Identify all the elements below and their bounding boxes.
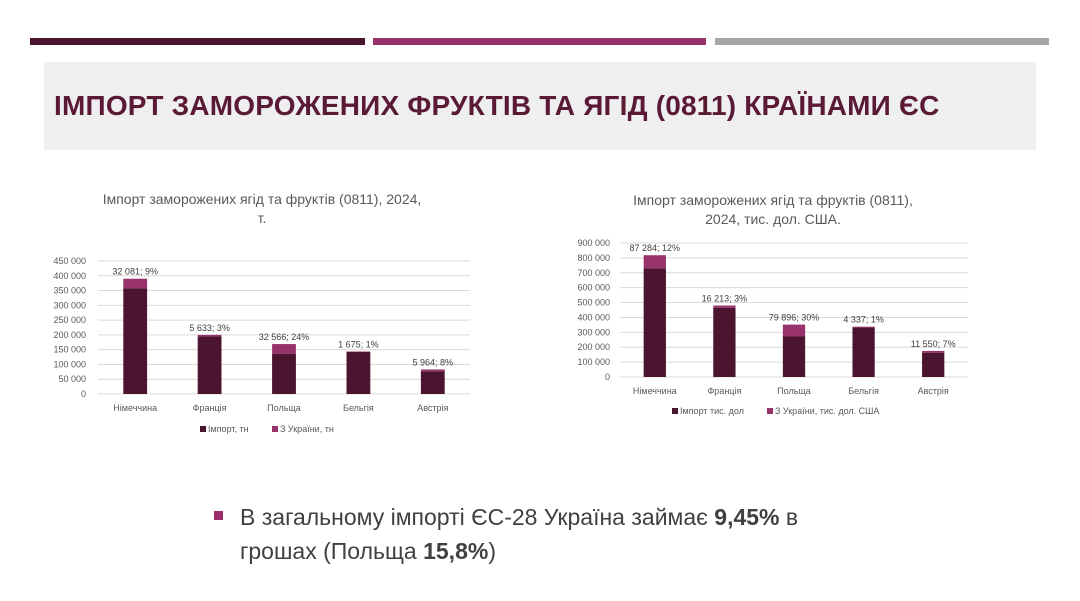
bullet-value-ukraine: 9,45% — [714, 504, 780, 530]
bullet-text-mid: в грошах (Польща — [240, 504, 799, 564]
data-label: 5 964; 8% — [413, 357, 454, 367]
bar-ukraine — [123, 278, 148, 289]
y-tick-label: 0 — [605, 372, 610, 382]
x-tick-label: Франція — [707, 386, 741, 396]
bar-ukraine — [420, 369, 445, 372]
x-tick-label: Франція — [193, 403, 227, 413]
accent-bar-3 — [715, 38, 1049, 45]
bar-import — [643, 268, 666, 377]
bar-import — [782, 336, 806, 377]
bar-ukraine — [782, 324, 806, 337]
chart-title: Імпорт заморожених ягід та фруктів (0811… — [633, 192, 913, 208]
data-label: 32 081; 9% — [112, 267, 158, 277]
x-tick-label: Німеччина — [113, 403, 157, 413]
y-tick-label: 300 000 — [53, 300, 86, 310]
accent-bar-2 — [373, 38, 706, 45]
y-tick-label: 800 000 — [577, 253, 610, 263]
data-label: 32 566; 24% — [259, 332, 310, 342]
bar-import — [852, 327, 875, 377]
x-tick-label: Польща — [267, 403, 301, 413]
bar-import — [420, 371, 445, 394]
y-tick-label: 400 000 — [53, 271, 86, 281]
data-label: 16 213; 3% — [702, 294, 748, 304]
x-tick-label: Бельгія — [343, 403, 374, 413]
legend-label: Імпорт, тн — [208, 424, 249, 434]
legend-swatch — [200, 426, 206, 432]
data-label: 87 284; 12% — [630, 243, 681, 253]
bullet-icon — [214, 511, 223, 520]
bar-import — [197, 336, 222, 394]
bar-import — [123, 288, 148, 394]
bullet-text: В загальному імпорті ЄС-28 Україна займа… — [240, 504, 715, 530]
data-label: 4 337; 1% — [843, 315, 884, 325]
y-tick-label: 50 000 — [58, 374, 86, 384]
legend-swatch — [767, 408, 773, 414]
y-tick-label: 900 000 — [577, 238, 610, 248]
accent-bar-1 — [30, 38, 365, 45]
title-box: ІМПОРТ ЗАМОРОЖЕНИХ ФРУКТІВ ТА ЯГІД (0811… — [44, 62, 1036, 150]
y-tick-label: 500 000 — [577, 298, 610, 308]
y-tick-label: 350 000 — [53, 286, 86, 296]
data-label: 79 896; 30% — [769, 313, 820, 323]
y-tick-label: 200 000 — [577, 342, 610, 352]
bar-ukraine — [272, 344, 296, 354]
bar-import — [713, 307, 736, 377]
legend-label: З України, тн — [280, 424, 334, 434]
y-tick-label: 0 — [81, 389, 86, 399]
y-tick-label: 700 000 — [577, 268, 610, 278]
data-label: 1 675; 1% — [338, 339, 379, 349]
chart-title: 2024, тис. дол. США. — [705, 211, 841, 227]
bar-import — [272, 353, 296, 394]
y-tick-label: 300 000 — [577, 327, 610, 337]
x-tick-label: Австрія — [417, 403, 448, 413]
legend-label: З України, тис. дол. США — [775, 406, 879, 416]
bar-ukraine — [922, 350, 945, 353]
x-tick-label: Німеччина — [633, 386, 677, 396]
slide-title: ІМПОРТ ЗАМОРОЖЕНИХ ФРУКТІВ ТА ЯГІД (0811… — [54, 90, 940, 121]
bullet-value-poland: 15,8% — [423, 538, 489, 564]
x-tick-label: Бельгія — [848, 386, 879, 396]
chart-title: т. — [258, 210, 267, 226]
y-tick-label: 250 000 — [53, 315, 86, 325]
bar-ukraine — [197, 334, 222, 337]
bar-ukraine — [852, 326, 875, 328]
x-tick-label: Польща — [777, 386, 811, 396]
data-label: 5 633; 3% — [189, 323, 230, 333]
y-tick-label: 150 000 — [53, 345, 86, 355]
legend-swatch — [672, 408, 678, 414]
bar-import — [346, 351, 371, 394]
data-label: 11 550; 7% — [911, 339, 956, 349]
bar-ukraine — [643, 255, 666, 269]
legend-swatch — [272, 426, 278, 432]
y-tick-label: 200 000 — [53, 330, 86, 340]
y-tick-label: 600 000 — [577, 283, 610, 293]
legend-label: Імпорт тис. дол — [680, 406, 744, 416]
bullet-text-end: ) — [488, 538, 496, 564]
bar-import — [922, 352, 945, 377]
y-tick-label: 100 000 — [53, 359, 86, 369]
x-tick-label: Австрія — [918, 386, 949, 396]
chart-title: Імпорт заморожених ягід та фруктів (0811… — [103, 191, 422, 207]
y-tick-label: 400 000 — [577, 312, 610, 322]
y-tick-label: 100 000 — [577, 357, 610, 367]
bullet-point: В загальному імпорті ЄС-28 Україна займа… — [214, 500, 880, 568]
y-tick-label: 450 000 — [53, 256, 86, 266]
bar-ukraine — [713, 305, 736, 308]
